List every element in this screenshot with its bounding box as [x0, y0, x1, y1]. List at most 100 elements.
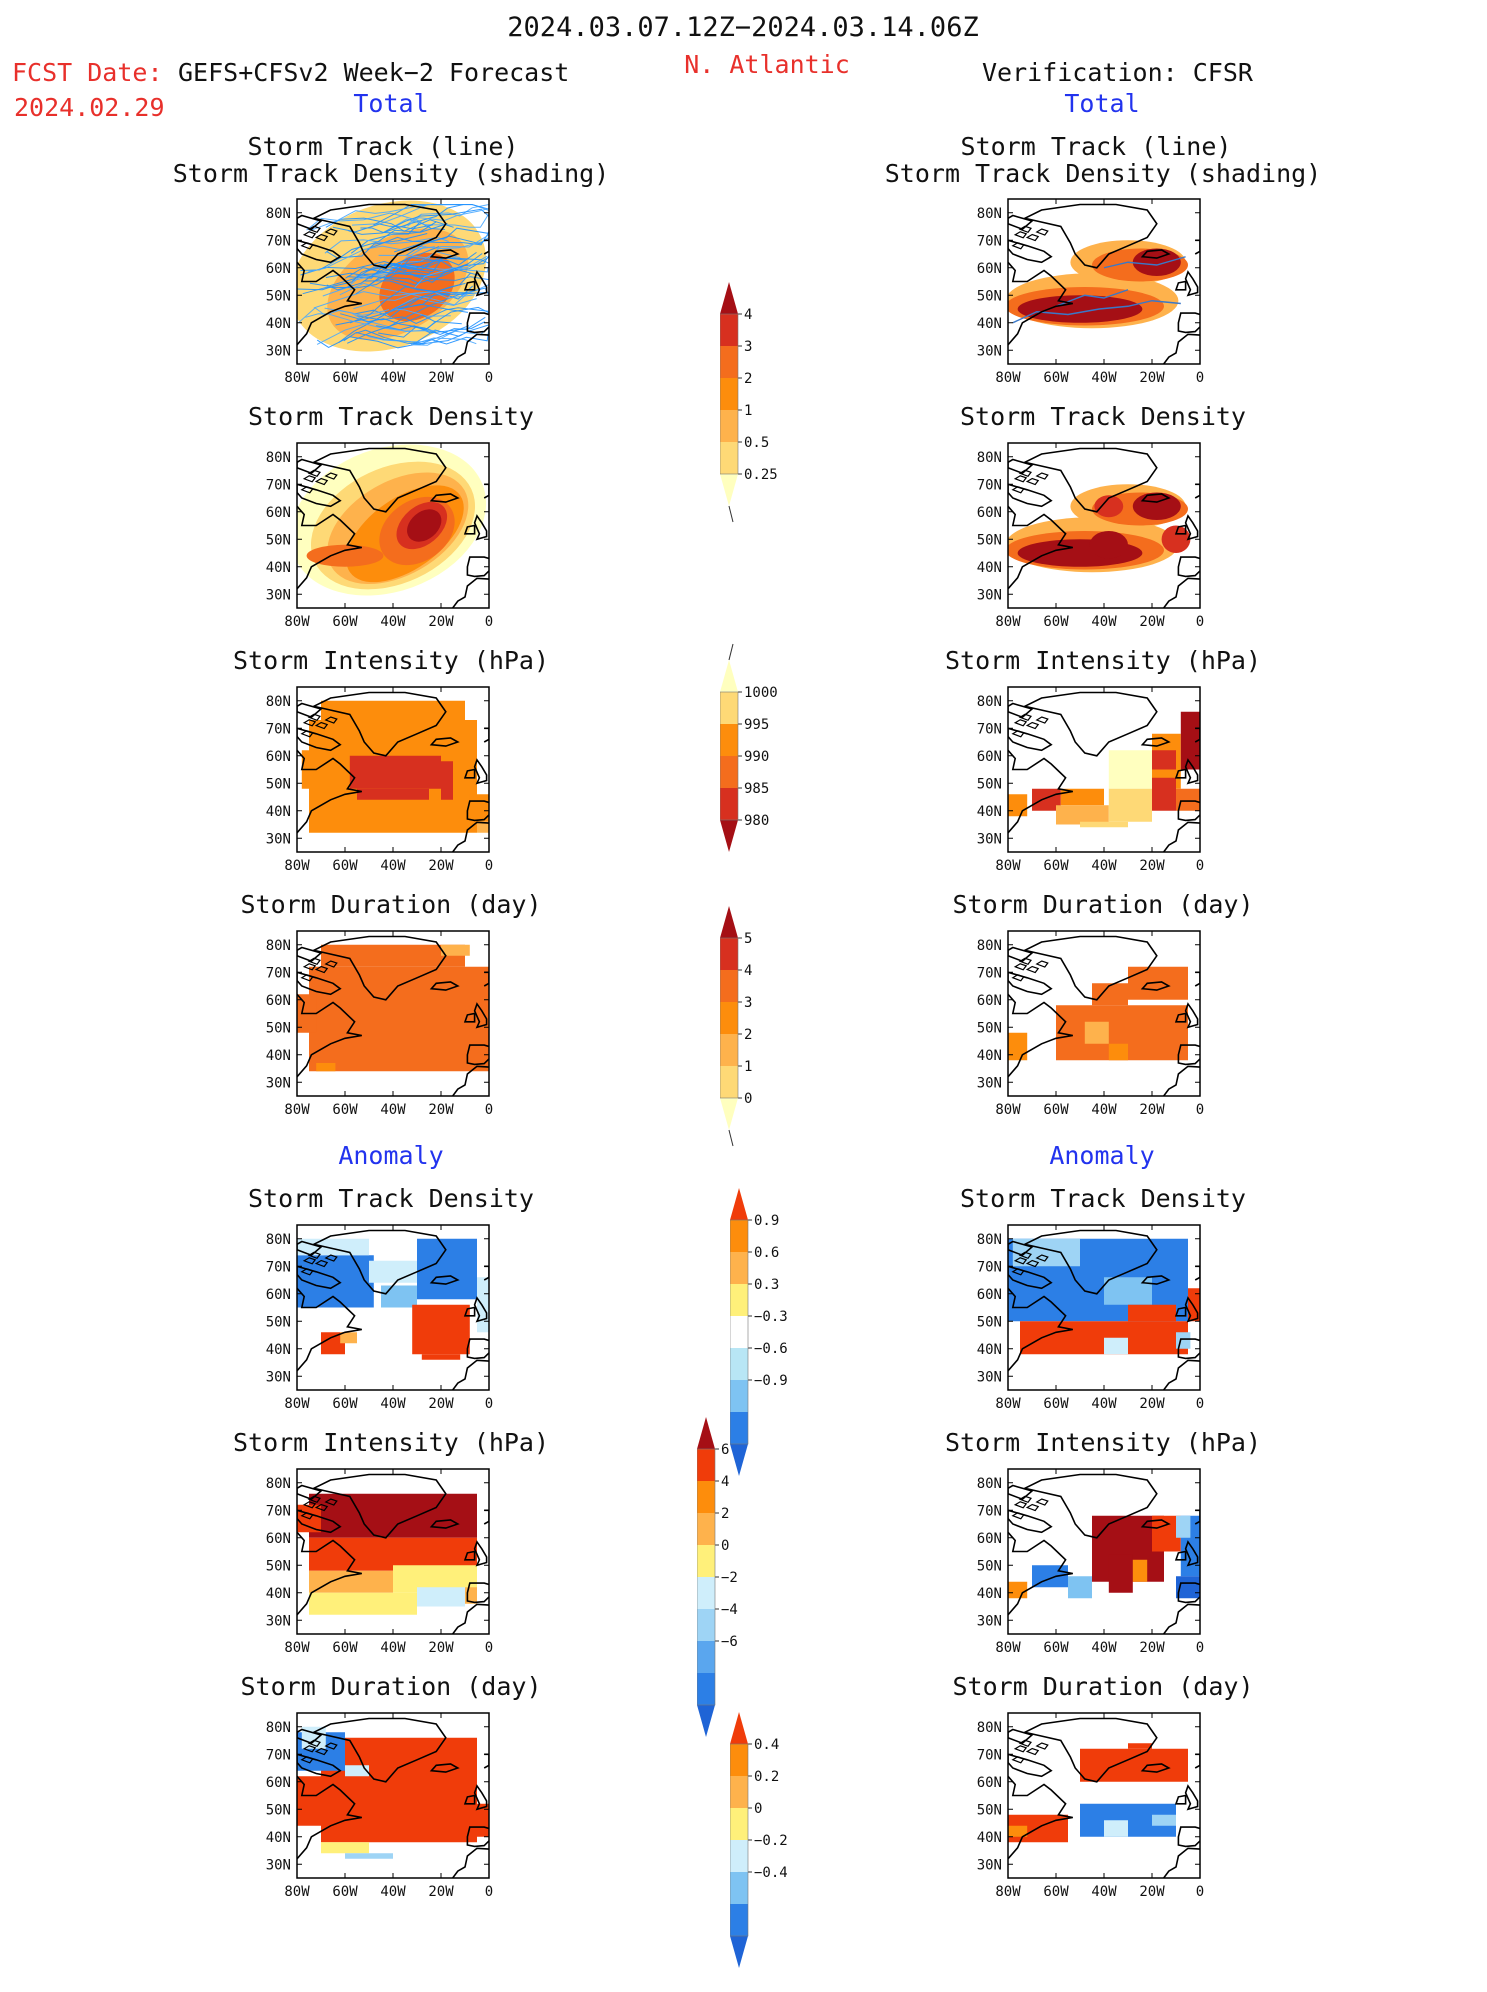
- colorbar-label: −6: [721, 1634, 738, 1650]
- lat-tick-label: 30N: [266, 1369, 291, 1385]
- lat-tick-label: 30N: [266, 587, 291, 603]
- lat-tick-label: 40N: [266, 804, 291, 820]
- lon-tick-label: 80W: [284, 1396, 310, 1412]
- lat-tick-label: 60N: [266, 1775, 291, 1791]
- lon-tick-label: 60W: [1043, 1884, 1069, 1900]
- lat-tick-label: 70N: [266, 721, 291, 737]
- colorbar-label: 3: [744, 339, 752, 355]
- fcst-date-label: FCST Date:: [12, 58, 163, 87]
- lon-tick-label: 0: [485, 1396, 493, 1412]
- lat-tick-label: 70N: [977, 233, 1002, 249]
- lat-tick-label: 80N: [266, 1720, 291, 1736]
- lat-tick-label: 60N: [266, 749, 291, 765]
- colorbar-swatch: [730, 1252, 748, 1284]
- colorbar-swatch: [730, 1444, 748, 1476]
- lon-tick-label: 20W: [428, 1640, 454, 1656]
- colorbar-swatch: [720, 970, 738, 1002]
- lon-tick-label: 80W: [284, 858, 310, 874]
- lon-tick-label: 80W: [995, 1884, 1021, 1900]
- verification-label: Verification: CFSR: [982, 58, 1253, 87]
- title-duration-left: Storm Duration (day): [240, 890, 542, 919]
- colorbar-swatch: [697, 1673, 715, 1705]
- lon-tick-label: 60W: [1043, 1102, 1069, 1118]
- title-intensity-right: Storm Intensity (hPa): [944, 646, 1262, 675]
- lon-tick-label: 40W: [1091, 1640, 1117, 1656]
- lat-tick-label: 40N: [977, 1830, 1002, 1846]
- colorbar-swatch: [730, 1188, 748, 1220]
- lat-tick-label: 40N: [977, 316, 1002, 332]
- lat-tick-label: 60N: [977, 749, 1002, 765]
- lon-tick-label: 60W: [1043, 370, 1069, 386]
- lat-tick-label: 60N: [977, 261, 1002, 277]
- colorbar-swatch: [730, 1380, 748, 1412]
- colorbar-swatch: [730, 1808, 748, 1840]
- section-anomaly-right: Anomaly: [1049, 1141, 1155, 1170]
- colorbar-swatch: [720, 1002, 738, 1034]
- lat-tick-label: 50N: [266, 288, 291, 304]
- lat-tick-label: 80N: [266, 938, 291, 954]
- colorbar-swatch: [720, 346, 738, 378]
- colorbar-swatch: [730, 1220, 748, 1252]
- lon-tick-label: 0: [1196, 1102, 1204, 1118]
- lon-tick-label: 20W: [1139, 858, 1165, 874]
- colorbar-swatch: [720, 474, 738, 506]
- title-intensity-left: Storm Intensity (hPa): [232, 646, 550, 675]
- section-anomaly-left: Anomaly: [338, 1141, 444, 1170]
- lon-tick-label: 40W: [1091, 614, 1117, 630]
- colorbar-label: −0.9: [754, 1373, 788, 1389]
- lon-tick-label: 20W: [1139, 614, 1165, 630]
- lat-tick-label: 70N: [977, 721, 1002, 737]
- title-track-line-right: Storm Track (line): [960, 132, 1232, 161]
- colorbar-duration-total: 5 4 3 2 1 0: [719, 886, 800, 1154]
- lat-tick-label: 50N: [266, 1314, 291, 1330]
- lat-tick-label: 30N: [977, 1613, 1002, 1629]
- lon-tick-label: 20W: [428, 1396, 454, 1412]
- title-track-shading-left: Storm Track Density (shading): [172, 159, 610, 188]
- lon-tick-label: 0: [485, 614, 493, 630]
- title-density-anom-left: Storm Track Density: [248, 1184, 534, 1213]
- colorbar-label: 0.9: [754, 1213, 779, 1229]
- lat-tick-label: 70N: [266, 233, 291, 249]
- lon-tick-label: 40W: [380, 858, 406, 874]
- lon-tick-label: 20W: [428, 858, 454, 874]
- lon-tick-label: 80W: [995, 1396, 1021, 1412]
- lat-tick-label: 50N: [977, 1020, 1002, 1036]
- lat-tick-label: 50N: [977, 1558, 1002, 1574]
- lat-tick-label: 60N: [266, 1287, 291, 1303]
- colorbar-label: 2: [721, 1506, 729, 1522]
- lon-tick-label: 80W: [284, 614, 310, 630]
- lon-tick-label: 40W: [380, 1640, 406, 1656]
- lat-tick-label: 30N: [977, 1369, 1002, 1385]
- lat-tick-label: 50N: [266, 1558, 291, 1574]
- lon-tick-label: 60W: [332, 1884, 358, 1900]
- colorbar-swatch: [697, 1417, 715, 1449]
- colorbar-label: 990: [744, 749, 769, 765]
- forecast-model-label: GEFS+CFSv2 Week−2 Forecast: [178, 58, 570, 87]
- colorbar-swatch: [720, 660, 738, 692]
- lon-tick-label: 0: [485, 370, 493, 386]
- lat-tick-label: 80N: [266, 1232, 291, 1248]
- region-label: N. Atlantic: [684, 50, 850, 79]
- colorbar-swatch: [730, 1840, 748, 1872]
- colorbar-label: 5: [744, 931, 752, 947]
- colorbar-label: −0.6: [754, 1341, 788, 1357]
- colorbar-label: 4: [721, 1474, 729, 1490]
- lat-tick-label: 70N: [977, 965, 1002, 981]
- colorbar-label: 0.2: [754, 1769, 779, 1785]
- colorbar-label: −0.4: [754, 1865, 788, 1881]
- lat-tick-label: 50N: [977, 1802, 1002, 1818]
- title-intensity-anom-left: Storm Intensity (hPa): [232, 1428, 550, 1457]
- colorbar-density-anomaly: 0.9 0.6 0.3 −0.3 −0.6 −0.9: [729, 1168, 810, 1500]
- lat-tick-label: 40N: [977, 804, 1002, 820]
- lat-tick-label: 80N: [977, 206, 1002, 222]
- colorbar-swatch: [697, 1545, 715, 1577]
- lat-tick-label: 60N: [266, 505, 291, 521]
- colorbar-label: 4: [744, 963, 752, 979]
- lat-tick-label: 60N: [977, 1287, 1002, 1303]
- lon-tick-label: 80W: [284, 1884, 310, 1900]
- title-density-right: Storm Track Density: [960, 402, 1246, 431]
- lat-tick-label: 40N: [266, 1830, 291, 1846]
- lat-tick-label: 40N: [266, 560, 291, 576]
- fcst-date-value: 2024.02.29: [14, 93, 165, 122]
- colorbar-swatch: [697, 1449, 715, 1481]
